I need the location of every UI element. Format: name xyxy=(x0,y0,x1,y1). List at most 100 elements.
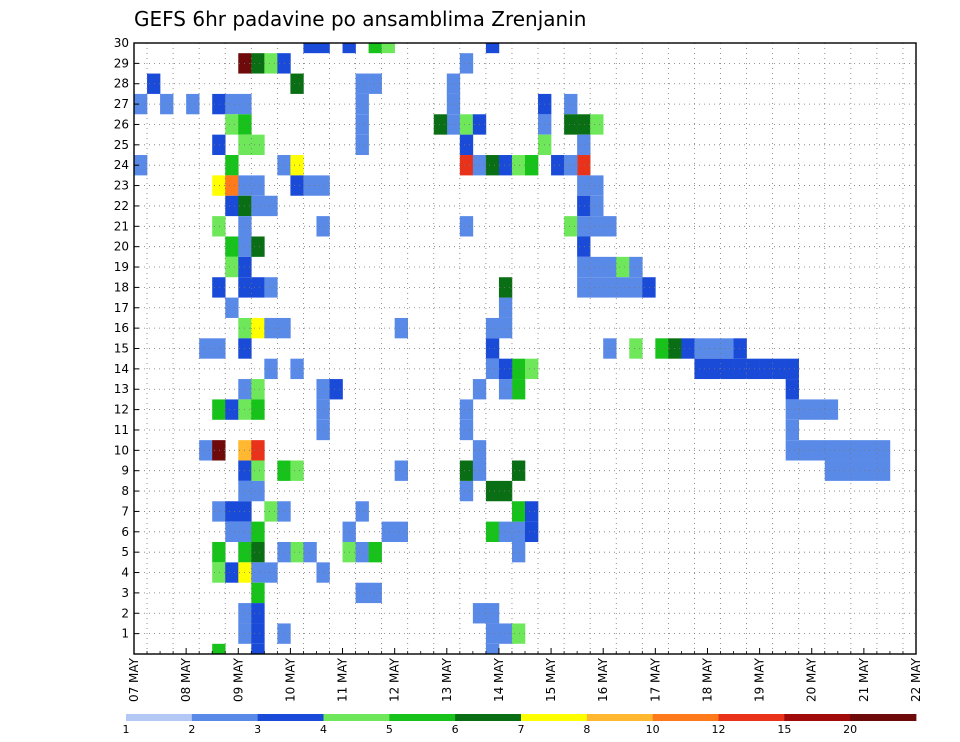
heatmap-cell xyxy=(225,501,239,522)
heatmap-cell xyxy=(850,460,865,481)
heatmap-cell xyxy=(485,358,500,380)
x-tick-label: 21 MAY xyxy=(857,657,871,702)
heatmap-cell xyxy=(212,643,226,654)
heatmap-cell xyxy=(577,114,591,135)
y-tick-label: 20 xyxy=(114,240,129,254)
x-tick-label: 12 MAY xyxy=(388,657,402,702)
heatmap-cell xyxy=(251,440,265,461)
x-tick-label: 13 MAY xyxy=(440,657,454,702)
heatmap-cell xyxy=(251,521,265,542)
heatmap-cell xyxy=(485,603,500,624)
heatmap-cell xyxy=(251,195,265,217)
heatmap-cell xyxy=(446,73,461,94)
heatmap-cell xyxy=(642,277,656,298)
heatmap-cell xyxy=(863,460,878,481)
x-tick-label: 08 MAY xyxy=(179,657,193,702)
grid-lines xyxy=(134,42,916,654)
heatmap-cell xyxy=(251,623,265,644)
heatmap-cell xyxy=(199,338,213,359)
x-tick-label: 10 MAY xyxy=(283,657,297,702)
heatmap-cell xyxy=(160,93,174,115)
heatmap-cell xyxy=(759,358,773,380)
heatmap-cell xyxy=(498,521,513,542)
heatmap-cell xyxy=(525,155,539,176)
heatmap-cell xyxy=(316,216,330,237)
heatmap-cell xyxy=(212,175,226,196)
heatmap-cell xyxy=(459,216,474,237)
colorbar-segment xyxy=(257,714,324,721)
heatmap-cell xyxy=(590,216,604,237)
heatmap-cell xyxy=(564,93,578,115)
heatmap-cell xyxy=(850,440,865,461)
heatmap-cell xyxy=(511,379,526,400)
heatmap-cell xyxy=(355,73,369,94)
heatmap-cell xyxy=(459,114,474,135)
colorbar-tick-label: 7 xyxy=(518,723,525,736)
heatmap-cell xyxy=(811,399,826,420)
heatmap-cell xyxy=(433,114,448,135)
y-tick-label: 26 xyxy=(114,117,129,131)
heatmap-cell xyxy=(264,562,278,583)
heatmap-cell xyxy=(498,358,513,380)
heatmap-cell xyxy=(577,216,591,237)
heatmap-cell xyxy=(525,501,539,522)
heatmap-cell xyxy=(485,643,500,654)
heatmap-cell xyxy=(264,501,278,522)
heatmap-cell xyxy=(811,440,826,461)
heatmap-cell xyxy=(394,317,408,339)
heatmap-cell xyxy=(485,480,500,502)
heatmap-cell xyxy=(616,256,630,278)
heatmap-cell xyxy=(316,562,330,583)
x-tick-label: 19 MAY xyxy=(753,657,767,702)
heatmap-cell xyxy=(251,541,265,563)
heatmap-cell xyxy=(290,155,304,176)
heatmap-cell xyxy=(251,460,265,481)
heatmap-cell xyxy=(629,338,643,359)
heatmap-cell xyxy=(251,53,265,74)
heatmap-cell xyxy=(459,155,474,176)
x-tick-label: 09 MAY xyxy=(231,657,245,702)
heatmap-cell xyxy=(577,155,591,176)
heatmap-cell xyxy=(225,297,239,318)
colorbar-tick-label: 6 xyxy=(452,723,459,736)
heatmap-cell xyxy=(251,317,265,339)
y-tick-label: 18 xyxy=(114,280,129,294)
x-tick-label: 07 MAY xyxy=(127,657,141,702)
heatmap-cell xyxy=(147,73,161,94)
x-tick-label: 14 MAY xyxy=(492,657,506,702)
heatmap-cell xyxy=(251,379,265,400)
heatmap-cell xyxy=(590,114,604,135)
heatmap-cell xyxy=(785,358,799,380)
y-tick-label: 30 xyxy=(114,36,129,50)
heatmap-cell xyxy=(720,358,734,380)
heatmap-cell xyxy=(251,582,265,604)
heatmap-cell xyxy=(720,338,734,359)
heatmap-cell xyxy=(368,73,382,94)
heatmap-cell xyxy=(251,603,265,624)
heatmap-cell xyxy=(290,460,304,481)
heatmap-cell xyxy=(511,521,526,542)
colorbar-tick-label: 5 xyxy=(386,723,393,736)
y-tick-label: 11 xyxy=(114,423,129,437)
heatmap-cell xyxy=(381,43,395,54)
colorbar: 1 2 3 4 5 6 7 8 10 12 15 20 xyxy=(123,714,917,736)
y-tick-label: 8 xyxy=(121,484,129,498)
heatmap-cell xyxy=(303,175,317,196)
heatmap-cell xyxy=(225,114,239,135)
heatmap-cell xyxy=(824,399,839,420)
heatmap-cell xyxy=(616,277,630,298)
heatmap-cell xyxy=(577,134,591,156)
heatmap-cell xyxy=(290,541,304,563)
heatmap-cell xyxy=(225,521,239,542)
heatmap-cell xyxy=(577,175,591,196)
heatmap-cell xyxy=(863,440,878,461)
colorbar-segment xyxy=(718,714,785,721)
heatmap-cell xyxy=(876,440,891,461)
heatmap-cell xyxy=(629,256,643,278)
heatmap-cell xyxy=(590,175,604,196)
colorbar-tick-label: 8 xyxy=(583,723,590,736)
colorbar-tick-label: 20 xyxy=(843,723,857,736)
y-tick-label: 5 xyxy=(121,545,129,559)
heatmap-cell xyxy=(225,93,239,115)
